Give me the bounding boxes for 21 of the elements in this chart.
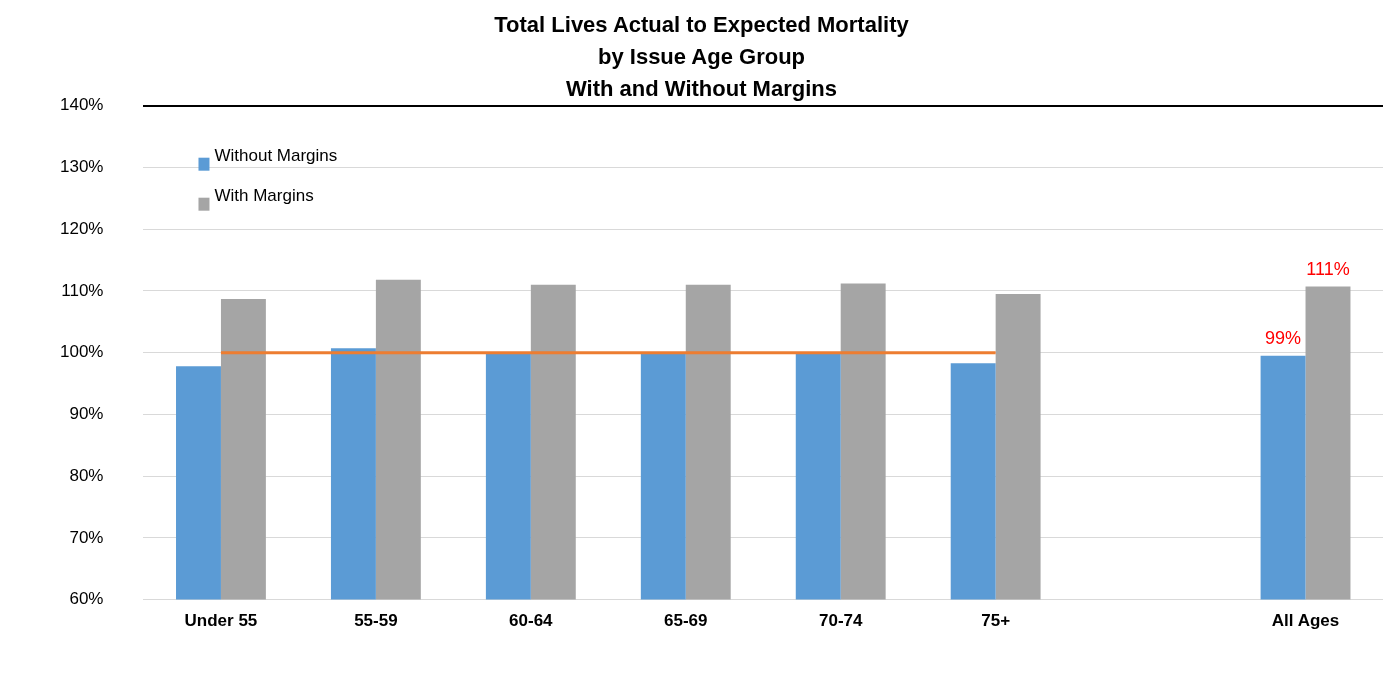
legend-label: With Margins bbox=[214, 186, 314, 206]
chart-title: Total Lives Actual to Expected Mortality by Issue Age Group With and Without Margins bbox=[494, 12, 910, 101]
x-tick-label: Under 55 bbox=[184, 611, 258, 631]
y-tick-label: 90% bbox=[69, 404, 104, 424]
x-tick-label: All Ages bbox=[1271, 611, 1340, 631]
legend-label: Without Margins bbox=[214, 146, 338, 166]
data-label: 111% bbox=[1306, 258, 1350, 279]
x-tick-label: 70-74 bbox=[818, 611, 863, 631]
y-tick-label: 130% bbox=[60, 157, 104, 177]
x-tick-label: 60-64 bbox=[509, 611, 554, 631]
y-tick-label: 120% bbox=[60, 218, 104, 238]
y-tick-label: 110% bbox=[61, 280, 104, 300]
x-tick-label: 55-59 bbox=[354, 611, 398, 631]
x-tick-label: 65-69 bbox=[664, 611, 708, 631]
y-tick-label: 60% bbox=[69, 589, 104, 609]
y-tick-label: 80% bbox=[69, 465, 104, 485]
y-tick-label: 140% bbox=[60, 95, 104, 115]
data-label: 99% bbox=[1265, 327, 1302, 348]
x-tick-label: 75+ bbox=[981, 611, 1011, 631]
y-tick-label: 70% bbox=[69, 527, 104, 547]
y-tick-label: 100% bbox=[60, 342, 104, 362]
